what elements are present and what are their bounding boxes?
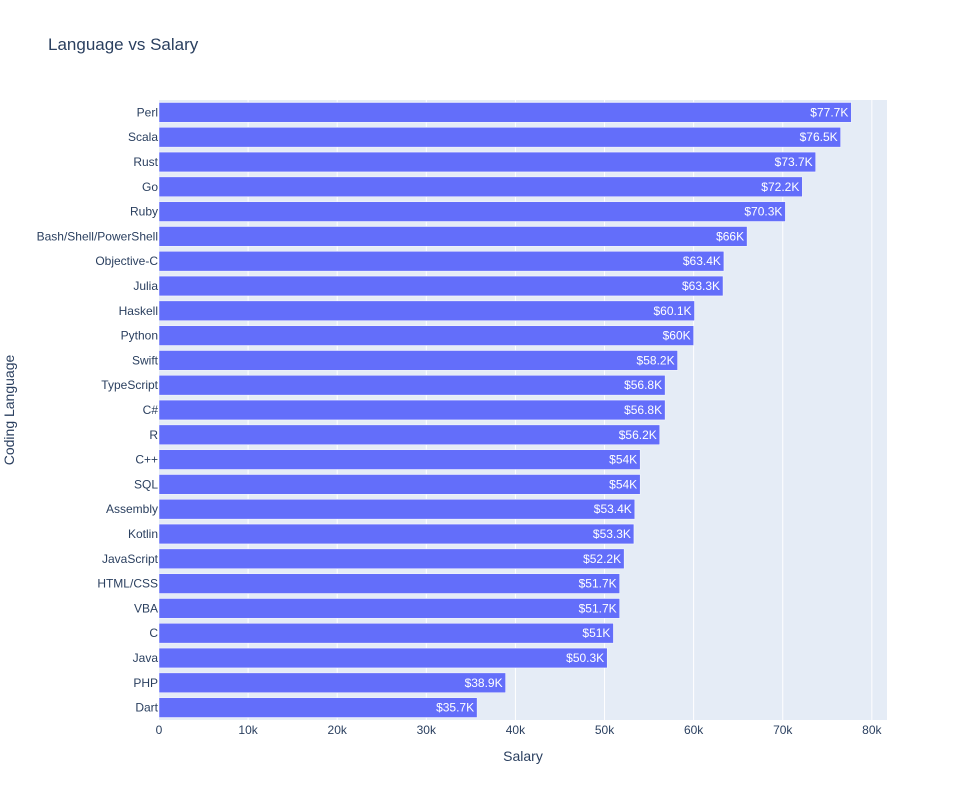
y-tick-label: C++ <box>135 453 158 467</box>
bar <box>158 275 724 297</box>
y-tick-label: SQL <box>134 477 158 491</box>
bar <box>158 672 506 693</box>
y-tick-label: VBA <box>134 601 158 615</box>
bar-value-label: $73.7K <box>775 155 813 169</box>
bar-value-label: $52.2K <box>583 552 621 566</box>
bar-value-label: $77.7K <box>810 105 848 119</box>
y-tick-label: Haskell <box>119 304 158 318</box>
y-tick-label: Kotlin <box>128 527 158 541</box>
y-tick-label: Objective-C <box>95 254 158 268</box>
bar-value-label: $63.3K <box>682 279 720 293</box>
bar-value-label: $70.3K <box>744 205 782 219</box>
bar <box>158 697 478 718</box>
bar <box>158 325 694 346</box>
y-tick-label: Perl <box>137 105 158 119</box>
y-axis-title: Coding Language <box>1 355 17 466</box>
y-tick-label: JavaScript <box>102 552 159 566</box>
x-tick-label: 30k <box>417 723 437 737</box>
bar-value-label: $35.7K <box>436 701 474 715</box>
bar <box>158 573 620 594</box>
y-tick-label: PHP <box>133 676 158 690</box>
y-tick-label: Java <box>133 651 159 665</box>
bar-value-label: $60.1K <box>653 304 691 318</box>
bars <box>158 102 852 718</box>
chart-title: Language vs Salary <box>48 35 199 54</box>
bar <box>158 226 748 247</box>
x-tick-label: 50k <box>595 723 615 737</box>
bar <box>158 424 661 445</box>
y-tick-label: Ruby <box>130 205 158 219</box>
x-tick-label: 60k <box>684 723 704 737</box>
bar-value-label: $54K <box>609 453 637 467</box>
x-axis-tick-labels: 0 10k 20k 30k 40k 50k 60k 70k 80k <box>156 723 883 737</box>
x-axis-title: Salary <box>503 748 543 764</box>
y-tick-label: Python <box>121 329 158 343</box>
bar-value-label: $51.7K <box>579 577 617 591</box>
bar <box>158 474 641 495</box>
bar <box>158 176 803 197</box>
bar-value-label: $50.3K <box>566 651 604 665</box>
bar-value-label: $76.5K <box>800 130 838 144</box>
bar-value-label: $53.4K <box>594 502 632 516</box>
y-tick-label: HTML/CSS <box>97 577 158 591</box>
bar <box>158 449 641 470</box>
bar <box>158 127 841 148</box>
bar-value-label: $53.3K <box>593 527 631 541</box>
y-tick-label: TypeScript <box>101 378 158 392</box>
y-tick-label: C <box>149 626 158 640</box>
y-tick-label: Scala <box>128 130 158 144</box>
x-tick-label: 0 <box>156 723 163 737</box>
bar <box>158 523 635 545</box>
bar-value-label: $60K <box>663 329 691 343</box>
bar <box>158 102 852 123</box>
x-tick-label: 40k <box>506 723 526 737</box>
bar-value-label: $38.9K <box>465 676 503 690</box>
bar <box>158 201 786 222</box>
bar-value-labels: $77.7K $76.5K $73.7K $72.2K $70.3K$66K $63.4K… <box>436 105 848 714</box>
bar <box>158 548 625 569</box>
bar <box>158 300 695 321</box>
x-tick-label: 20k <box>328 723 348 737</box>
bar <box>158 647 608 669</box>
bar <box>158 399 666 421</box>
bar <box>158 598 620 619</box>
y-tick-label: C# <box>143 403 159 417</box>
bar-value-label: $63.4K <box>683 254 721 268</box>
bar-value-label: $54K <box>609 477 637 491</box>
y-tick-label: Swift <box>132 353 159 367</box>
bar <box>158 251 725 272</box>
x-tick-label: 10k <box>238 723 258 737</box>
y-tick-label: R <box>149 428 158 442</box>
x-tick-label: 80k <box>862 723 882 737</box>
bar-value-label: $51K <box>582 626 610 640</box>
y-tick-label: Dart <box>135 701 158 715</box>
bar-value-label: $56.8K <box>624 403 662 417</box>
bar <box>158 151 816 173</box>
y-tick-label: Julia <box>133 279 158 293</box>
bar <box>158 499 636 520</box>
x-tick-label: 70k <box>773 723 793 737</box>
bar <box>158 375 666 396</box>
y-tick-label: Bash/Shell/PowerShell <box>37 229 158 243</box>
bar-value-label: $58.2K <box>637 353 675 367</box>
y-axis-tick-labels: Perl Scala Rust Go Ruby Bash/Shell/PowerShell… <box>37 105 159 714</box>
y-tick-label: Go <box>142 180 158 194</box>
bar <box>158 623 614 644</box>
bar-value-label: $51.7K <box>579 601 617 615</box>
bar-value-label: $66K <box>716 229 744 243</box>
bar-value-label: $56.2K <box>619 428 657 442</box>
bar <box>158 350 678 371</box>
y-tick-label: Assembly <box>106 502 158 516</box>
bar-value-label: $72.2K <box>761 180 799 194</box>
y-tick-label: Rust <box>133 155 158 169</box>
bar-value-label: $56.8K <box>624 378 662 392</box>
